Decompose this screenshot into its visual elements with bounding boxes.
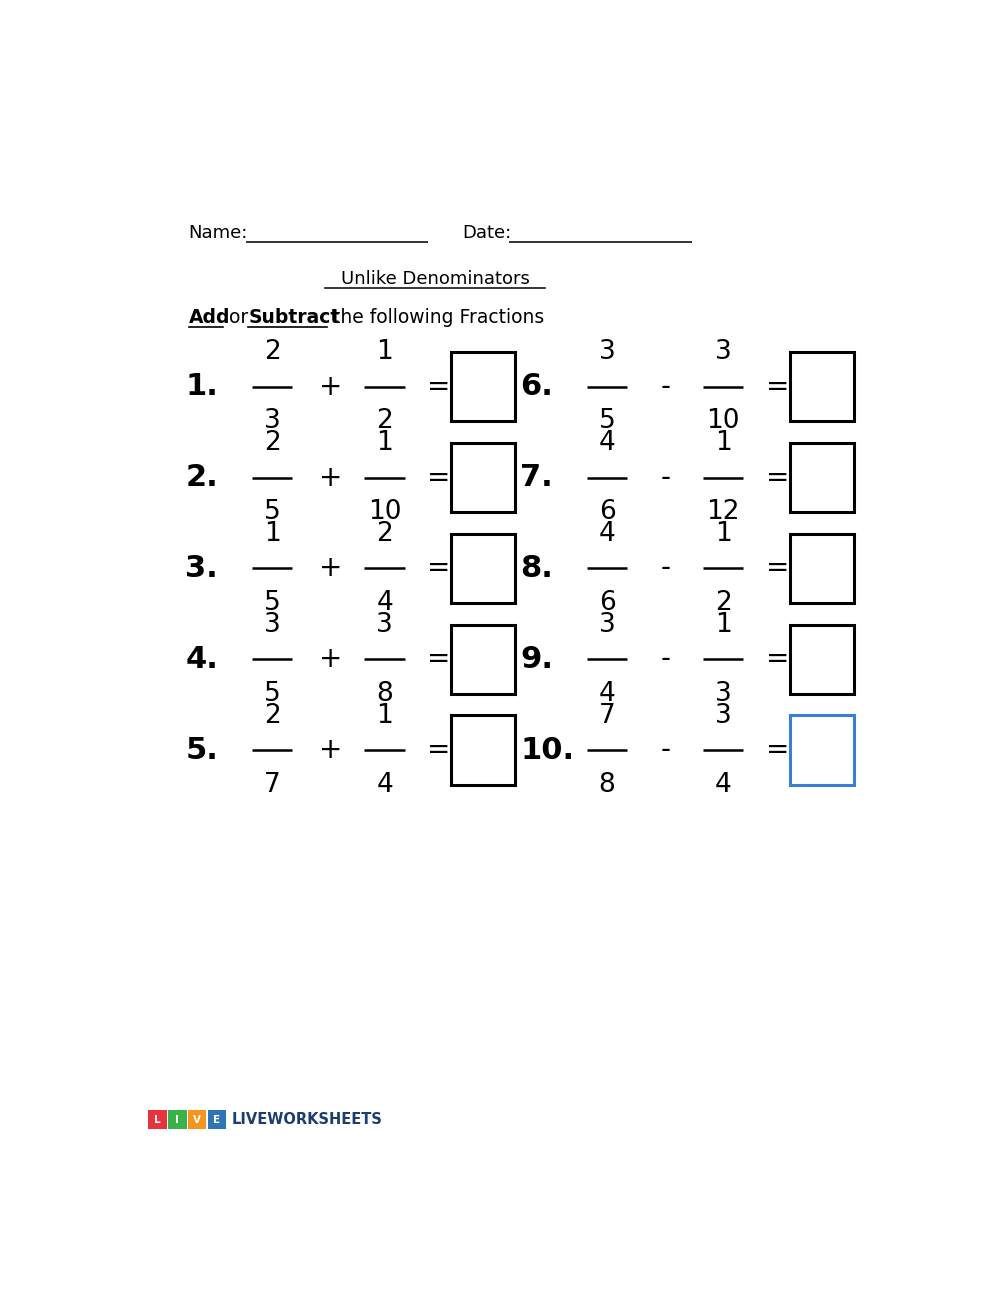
Text: 2: 2 [264, 340, 281, 365]
Text: =: = [766, 646, 789, 674]
Text: -: - [661, 736, 671, 764]
Text: 3: 3 [376, 612, 393, 638]
Text: 3: 3 [715, 680, 732, 707]
Text: Date:: Date: [462, 223, 511, 241]
Text: +: + [319, 646, 342, 674]
Text: 5: 5 [264, 590, 281, 616]
Text: 6: 6 [599, 590, 615, 616]
Text: 2.: 2. [185, 463, 218, 492]
Text: Name:: Name: [189, 223, 248, 241]
Text: 5: 5 [264, 680, 281, 707]
Text: 4: 4 [599, 520, 615, 547]
Text: -: - [661, 463, 671, 492]
Text: I: I [175, 1114, 179, 1124]
Text: 4: 4 [715, 772, 732, 798]
Text: 1: 1 [264, 520, 281, 547]
Text: =: = [427, 736, 451, 764]
Text: 5: 5 [599, 408, 615, 434]
Text: 3: 3 [715, 702, 732, 728]
Text: +: + [319, 463, 342, 492]
Bar [451, 352, 515, 421]
Text: -: - [661, 373, 671, 400]
Text: 3: 3 [264, 612, 281, 638]
Text: 10.: 10. [520, 736, 574, 764]
Text: E: E [213, 1114, 220, 1124]
Text: 1: 1 [376, 340, 393, 365]
Text: +: + [319, 554, 342, 582]
Text: 1: 1 [376, 702, 393, 728]
Text: 6.: 6. [520, 372, 553, 402]
Bar [790, 352, 854, 421]
Bar [790, 715, 854, 785]
Text: -: - [661, 554, 671, 582]
Text: 2: 2 [376, 520, 393, 547]
Bar [790, 443, 854, 513]
Text: 2: 2 [264, 430, 281, 456]
Text: =: = [427, 554, 451, 582]
Text: 4: 4 [376, 590, 393, 616]
Text: L: L [154, 1114, 161, 1124]
Text: +: + [319, 373, 342, 400]
Text: 3: 3 [599, 612, 615, 638]
Text: 1: 1 [715, 612, 732, 638]
Text: 1: 1 [715, 430, 732, 456]
Text: 8.: 8. [520, 554, 553, 584]
Text: -: - [661, 646, 671, 674]
Text: 7: 7 [599, 702, 615, 728]
Text: 7: 7 [264, 772, 281, 798]
Text: 4: 4 [599, 430, 615, 456]
Text: 3: 3 [715, 340, 732, 365]
Bar [790, 533, 854, 603]
Text: 8: 8 [599, 772, 615, 798]
Text: 10: 10 [368, 500, 401, 525]
Text: 3: 3 [599, 340, 615, 365]
Text: 6: 6 [599, 500, 615, 525]
Text: 2: 2 [264, 702, 281, 728]
Text: 4: 4 [599, 680, 615, 707]
Text: V: V [193, 1114, 201, 1124]
Bar [188, 1110, 206, 1128]
Text: 4: 4 [376, 772, 393, 798]
Bar [148, 1110, 167, 1128]
Bar [451, 625, 515, 695]
Text: 12: 12 [707, 500, 740, 525]
Text: 5.: 5. [185, 736, 218, 764]
Text: Add: Add [189, 307, 230, 327]
Text: =: = [427, 646, 451, 674]
Text: 5: 5 [264, 500, 281, 525]
Text: 2: 2 [376, 408, 393, 434]
Bar [168, 1110, 187, 1128]
Text: the following Fractions: the following Fractions [327, 307, 545, 327]
Text: 2: 2 [715, 590, 732, 616]
Text: LIVEWORKSHEETS: LIVEWORKSHEETS [232, 1113, 383, 1127]
Text: 1: 1 [715, 520, 732, 547]
Text: 3: 3 [264, 408, 281, 434]
Text: =: = [766, 736, 789, 764]
Text: =: = [427, 373, 451, 400]
Text: 10: 10 [707, 408, 740, 434]
Text: 1.: 1. [185, 372, 218, 402]
Text: =: = [766, 554, 789, 582]
Text: =: = [427, 463, 451, 492]
Bar [451, 443, 515, 513]
Text: =: = [766, 463, 789, 492]
Text: or: or [223, 307, 255, 327]
Text: 4.: 4. [185, 644, 218, 674]
Text: Subtract: Subtract [248, 307, 339, 327]
Bar [451, 715, 515, 785]
Bar [208, 1110, 226, 1128]
Bar [451, 533, 515, 603]
Text: 8: 8 [376, 680, 393, 707]
Text: Unlike Denominators: Unlike Denominators [341, 270, 529, 288]
Text: +: + [319, 736, 342, 764]
Bar [790, 625, 854, 695]
Text: =: = [766, 373, 789, 400]
Text: 7.: 7. [520, 463, 553, 492]
Text: 1: 1 [376, 430, 393, 456]
Text: 3.: 3. [185, 554, 218, 584]
Text: 9.: 9. [520, 644, 553, 674]
